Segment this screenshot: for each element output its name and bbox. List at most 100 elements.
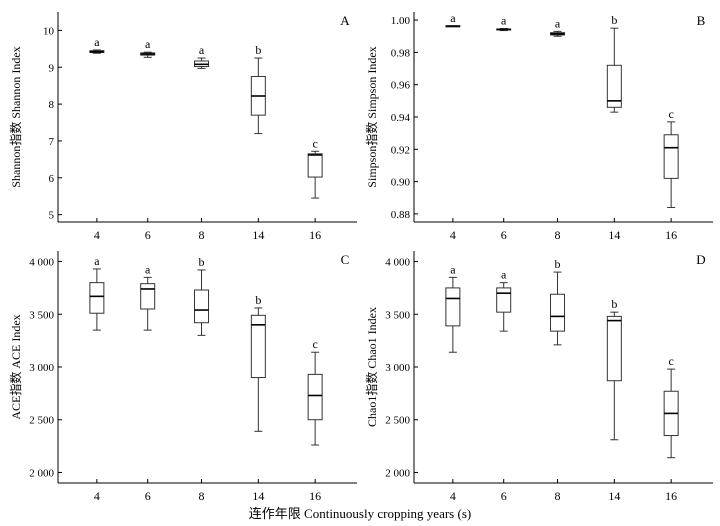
box-4: a xyxy=(445,262,461,353)
x-tick-label: 14 xyxy=(252,228,264,242)
box-16: c xyxy=(663,107,679,208)
significance-letter: a xyxy=(555,16,561,30)
box-16: c xyxy=(663,354,679,459)
panel-label: A xyxy=(340,13,350,28)
x-tick-label: 8 xyxy=(199,228,205,242)
significance-letter: c xyxy=(312,337,317,351)
y-tick-label: 0.94 xyxy=(391,112,411,124)
x-tick-label: 16 xyxy=(665,489,677,503)
y-tick-label: 1.00 xyxy=(391,15,411,27)
significance-letter: a xyxy=(94,254,100,268)
y-tick-label: 0.90 xyxy=(391,177,411,189)
y-axis-label: Simpson指数 Simpson Index xyxy=(364,46,379,187)
y-tick-label: 5 xyxy=(49,210,55,222)
y-tick-label: 9 xyxy=(49,62,55,74)
panel-a: 5 6 7 8 9 10 4 6 8 14 16 Shannon指数 Shannon Index Aa a… xyxy=(8,12,357,242)
iqr-box xyxy=(307,153,323,178)
panel-c: 2 000 2 500 3 000 3 500 4 000 4 6 8 14 16 ACE指数 AC… xyxy=(8,251,357,503)
x-tick-label: 14 xyxy=(252,489,264,503)
y-tick-label: 4 000 xyxy=(29,257,54,269)
significance-letter: a xyxy=(145,37,151,51)
significance-letter: b xyxy=(611,13,617,27)
box-16: c xyxy=(307,136,323,199)
box-6: a xyxy=(140,262,156,331)
y-tick-label: 10 xyxy=(43,25,55,37)
panel-b: 0.88 0.90 0.92 0.94 0.96 0.98 1.00 4 6 8 14 16 Simps… xyxy=(364,11,713,242)
significance-letter: a xyxy=(501,268,507,282)
x-tick-label: 6 xyxy=(501,228,507,242)
x-tick-label: 16 xyxy=(665,228,677,242)
panel-label: D xyxy=(696,252,705,267)
box-8: a xyxy=(550,16,566,37)
significance-letter: b xyxy=(611,297,617,311)
iqr-box xyxy=(606,64,622,108)
box-14: b xyxy=(250,293,266,432)
box-8: a xyxy=(194,43,210,69)
y-tick-label: 3 500 xyxy=(385,309,410,321)
y-tick-label: 6 xyxy=(49,173,55,185)
box-16: c xyxy=(307,337,323,446)
y-tick-label: 0.98 xyxy=(391,47,411,59)
box-8: b xyxy=(550,257,566,346)
y-tick-label: 2 500 xyxy=(385,415,410,427)
y-tick-label: 8 xyxy=(49,99,55,111)
box-4: a xyxy=(445,11,461,28)
y-axis-label: Shannon指数 Shannon Index xyxy=(8,46,23,187)
significance-letter: a xyxy=(145,262,151,276)
iqr-box xyxy=(194,289,210,324)
significance-letter: c xyxy=(668,107,673,121)
significance-letter: a xyxy=(450,11,456,25)
panel-label: C xyxy=(341,252,350,267)
x-tick-label: 6 xyxy=(145,228,151,242)
iqr-box xyxy=(250,314,266,379)
y-axis-label: Chao1指数 Chao1 Index xyxy=(364,307,379,427)
iqr-box xyxy=(445,287,461,327)
y-tick-label: 2 000 xyxy=(385,467,410,479)
box-6: a xyxy=(496,13,512,32)
significance-letter: a xyxy=(199,43,205,57)
iqr-box xyxy=(89,282,105,314)
y-tick-label: 2 000 xyxy=(29,467,54,479)
significance-letter: a xyxy=(450,262,456,276)
box-4: a xyxy=(89,35,105,54)
x-tick-label: 4 xyxy=(450,489,456,503)
box-6: a xyxy=(140,37,156,58)
x-tick-label: 14 xyxy=(608,489,620,503)
box-6: a xyxy=(496,268,512,332)
panel-label: B xyxy=(697,13,706,28)
box-14: b xyxy=(606,297,622,441)
x-tick-label: 6 xyxy=(145,489,151,503)
significance-letter: a xyxy=(94,35,100,49)
box-14: b xyxy=(606,13,622,113)
y-tick-label: 3 000 xyxy=(29,362,54,374)
y-tick-label: 4 000 xyxy=(385,257,410,269)
significance-letter: b xyxy=(255,43,261,57)
x-tick-label: 4 xyxy=(94,228,100,242)
x-axis-title: 连作年限 Continuously cropping years (s) xyxy=(248,506,472,521)
y-tick-label: 3 500 xyxy=(29,309,54,321)
x-tick-label: 14 xyxy=(608,228,620,242)
iqr-box xyxy=(496,287,512,313)
box-4: a xyxy=(89,254,105,331)
significance-letter: c xyxy=(312,136,317,150)
x-tick-label: 16 xyxy=(309,228,321,242)
iqr-box xyxy=(140,283,156,310)
x-tick-label: 4 xyxy=(450,228,456,242)
significance-letter: c xyxy=(668,354,673,368)
iqr-box xyxy=(550,293,566,332)
iqr-box xyxy=(307,373,323,421)
x-tick-label: 4 xyxy=(94,489,100,503)
x-tick-label: 8 xyxy=(199,489,205,503)
x-tick-label: 6 xyxy=(501,489,507,503)
significance-letter: a xyxy=(501,13,507,27)
significance-letter: b xyxy=(555,257,561,271)
y-axis-label: ACE指数 ACE Index xyxy=(8,314,23,419)
x-tick-label: 8 xyxy=(555,489,561,503)
iqr-box xyxy=(663,134,679,179)
y-tick-label: 0.96 xyxy=(391,80,411,92)
panel-d: 2 000 2 500 3 000 3 500 4 000 4 6 8 14 16 Chao1指数 … xyxy=(364,251,713,503)
x-tick-label: 16 xyxy=(309,489,321,503)
x-tick-label: 8 xyxy=(555,228,561,242)
y-tick-label: 0.88 xyxy=(391,209,411,221)
